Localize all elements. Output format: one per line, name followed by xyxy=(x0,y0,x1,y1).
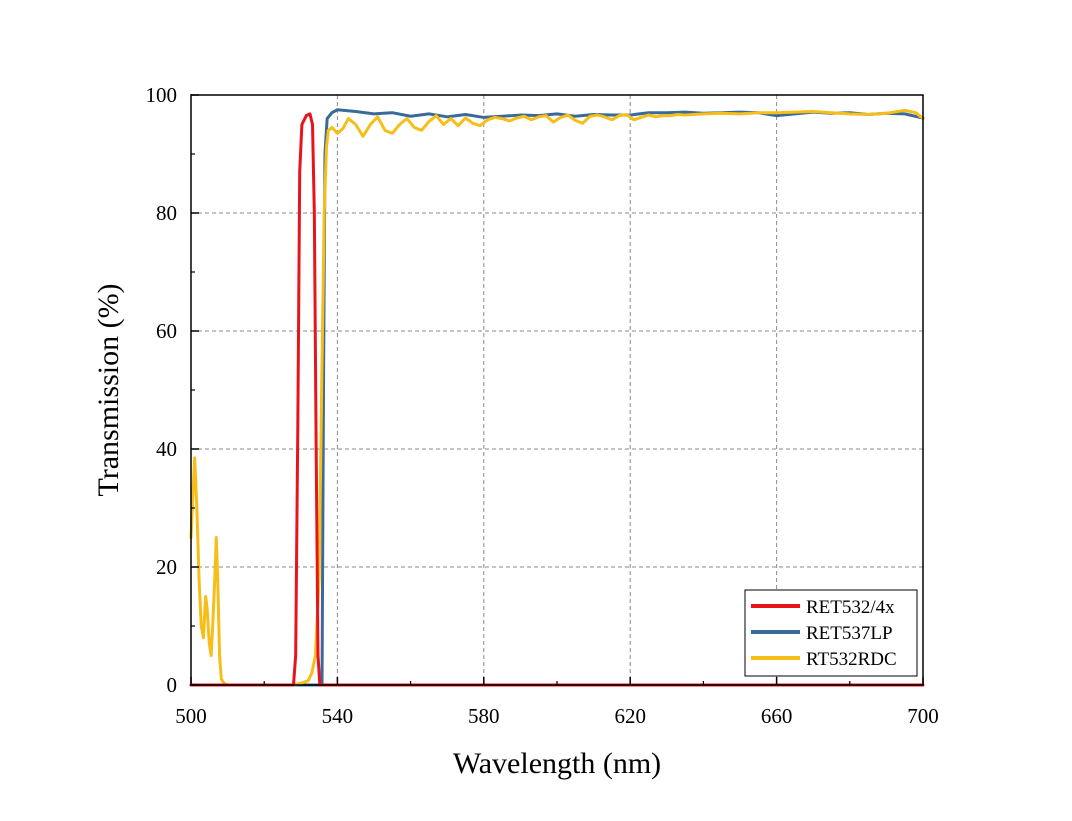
x-tick-label: 580 xyxy=(468,704,500,728)
axis-ticks xyxy=(190,94,924,686)
legend-label-ret532-4x: RET532/4x xyxy=(806,597,895,618)
x-axis-title: Wavelength (nm) xyxy=(453,747,661,780)
y-tick-label: 0 xyxy=(167,673,178,697)
legend-label-ret537lp: RET537LP xyxy=(806,623,893,644)
x-tick-label: 500 xyxy=(175,704,207,728)
series-line-rt532rdc xyxy=(189,108,925,687)
y-tick-label: 20 xyxy=(156,555,177,579)
tick-labels: 500 540 580 620 660 700 0 20 40 60 80 100 xyxy=(146,83,939,728)
y-tick-label: 60 xyxy=(156,319,177,343)
x-tick-label: 700 xyxy=(907,704,939,728)
x-tick-label: 540 xyxy=(322,704,354,728)
x-tick-label: 620 xyxy=(614,704,646,728)
y-axis-title: Transmission (%) xyxy=(92,283,125,496)
y-tick-label: 40 xyxy=(156,437,177,461)
y-tick-label: 80 xyxy=(156,201,177,225)
legend: RET532/4x RET537LP RT532RDC xyxy=(744,589,918,677)
legend-label-rt532rdc: RT532RDC xyxy=(806,649,897,670)
y-tick-label: 100 xyxy=(146,83,178,107)
x-tick-label: 660 xyxy=(761,704,793,728)
grid-lines xyxy=(191,95,923,685)
series-lines xyxy=(189,108,925,687)
series-line-ret532-4x xyxy=(189,112,925,687)
